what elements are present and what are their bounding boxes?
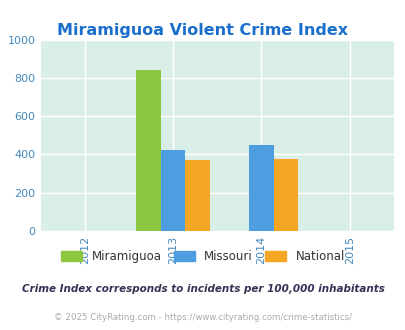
Bar <box>185 160 210 231</box>
Text: Miramiguoa Violent Crime Index: Miramiguoa Violent Crime Index <box>57 23 348 38</box>
Bar <box>136 70 160 231</box>
Bar <box>248 146 273 231</box>
Bar <box>273 159 298 231</box>
Bar <box>160 150 185 231</box>
Text: © 2025 CityRating.com - https://www.cityrating.com/crime-statistics/: © 2025 CityRating.com - https://www.city… <box>54 313 351 322</box>
Legend: Miramiguoa, Missouri, National: Miramiguoa, Missouri, National <box>56 245 349 268</box>
Text: Crime Index corresponds to incidents per 100,000 inhabitants: Crime Index corresponds to incidents per… <box>21 284 384 294</box>
